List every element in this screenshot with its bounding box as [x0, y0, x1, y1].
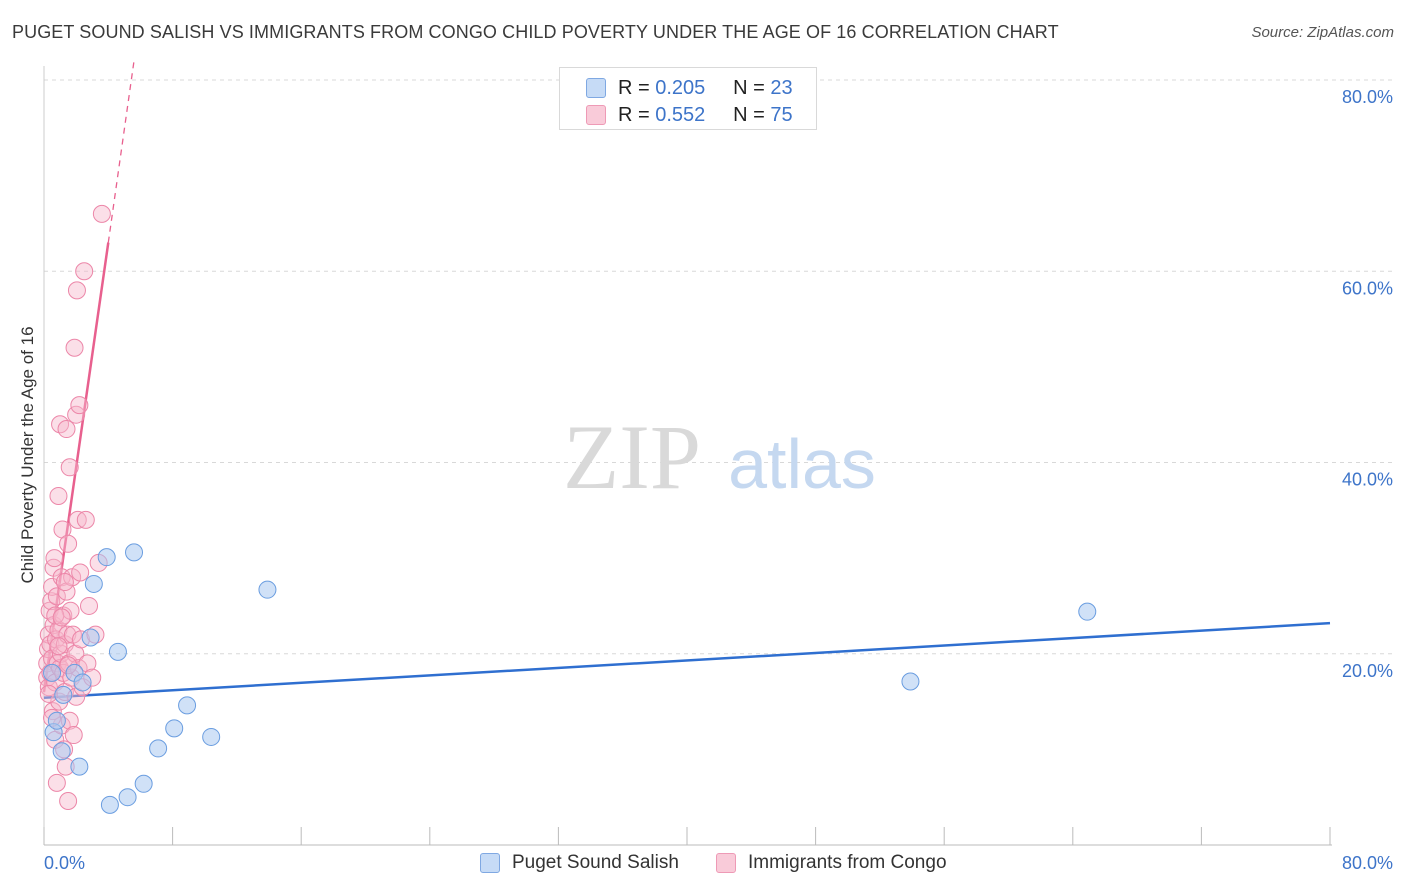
salish-point — [100, 795, 119, 814]
salish-point — [97, 548, 116, 567]
salish-point — [165, 719, 184, 738]
salish-point — [258, 580, 277, 599]
congo-point — [52, 568, 71, 587]
congo-point — [60, 458, 79, 477]
congo-point — [64, 726, 83, 745]
watermark-atlas: atlas — [728, 425, 876, 503]
legend-box: R = 0.205 N = 23 R = 0.552 N = 75 — [559, 67, 817, 130]
legend-r-value-congo: 0.552 — [655, 104, 706, 126]
congo-point — [46, 606, 65, 625]
source-label: Source: ZipAtlas.com — [1251, 24, 1394, 41]
salish-point — [178, 696, 197, 715]
salish-trend-line — [43, 621, 1331, 699]
salish-point — [1078, 602, 1097, 621]
legend-n-label: N = — [733, 77, 765, 99]
trend-lines — [42, 60, 1331, 699]
salish-point — [202, 727, 221, 746]
y-tick-label-20: 20.0% — [1342, 661, 1393, 681]
congo-point — [92, 204, 111, 223]
congo-point — [59, 534, 78, 553]
congo-point — [67, 405, 86, 424]
salish-point — [52, 742, 71, 761]
congo-legend-swatch — [716, 853, 736, 873]
congo-point — [47, 773, 66, 792]
salish-point — [73, 673, 92, 692]
salish-point — [149, 739, 168, 758]
congo-point — [57, 420, 76, 439]
congo-point — [52, 608, 71, 627]
salish-point — [81, 628, 100, 647]
congo-point — [71, 563, 90, 582]
congo-trend-extension — [107, 60, 135, 243]
congo-point — [70, 396, 89, 415]
salish-point — [84, 574, 103, 593]
congo-point — [76, 510, 95, 529]
salish-point — [47, 711, 66, 730]
y-tick-label-80: 80.0% — [1342, 87, 1393, 107]
salish-point — [118, 788, 137, 807]
salish-point — [125, 543, 144, 562]
salish-point — [108, 642, 127, 661]
congo-point — [47, 587, 66, 606]
congo-point — [49, 637, 68, 656]
congo-point — [49, 486, 68, 505]
y-tick-label-40: 40.0% — [1342, 470, 1393, 490]
congo-legend-label: Immigrants from Congo — [748, 852, 947, 873]
legend-r-value-salish: 0.205 — [655, 77, 706, 99]
data-points — [38, 204, 1097, 814]
salish-legend-swatch — [480, 853, 500, 873]
salish-legend-label: Puget Sound Salish — [512, 852, 679, 873]
congo-point — [80, 596, 99, 615]
salish-point — [43, 663, 62, 682]
congo-point — [42, 592, 61, 611]
watermark: ZIP atlas — [563, 406, 876, 508]
legend-r-label: R = — [618, 104, 650, 126]
legend-r-label: R = — [618, 77, 650, 99]
congo-point — [78, 654, 97, 673]
tick-labels: 20.0% 40.0% 60.0% 80.0% 0.0% 80.0% — [44, 87, 1393, 873]
congo-point — [45, 549, 64, 568]
salish-point — [901, 672, 920, 691]
chart-title: PUGET SOUND SALISH VS IMMIGRANTS FROM CO… — [12, 22, 1059, 42]
congo-point — [67, 281, 86, 300]
watermark-zip: ZIP — [563, 406, 701, 508]
y-tick-label-60: 60.0% — [1342, 278, 1393, 298]
legend-n-label: N = — [733, 104, 765, 126]
congo-point — [55, 573, 74, 592]
congo-point — [65, 338, 84, 357]
grid — [44, 79, 1392, 655]
congo-point — [75, 262, 94, 281]
legend-n-value-congo: 75 — [770, 104, 793, 126]
salish-point — [54, 685, 73, 704]
x-tick-label-max: 80.0% — [1342, 853, 1393, 873]
salish-point — [70, 757, 89, 776]
legend-n-value-salish: 23 — [770, 77, 793, 99]
x-tick-label-min: 0.0% — [44, 853, 85, 873]
congo-swatch — [586, 105, 606, 125]
salish-point — [134, 774, 153, 793]
congo-point — [59, 792, 78, 811]
salish-swatch — [586, 78, 606, 98]
